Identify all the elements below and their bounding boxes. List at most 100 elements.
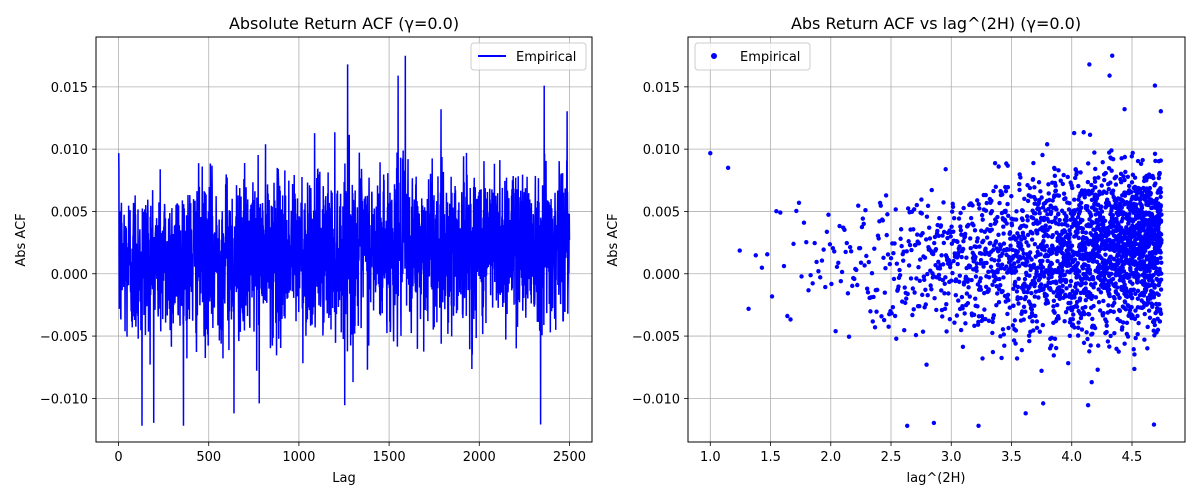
scatter-point <box>1029 257 1034 262</box>
scatter-point <box>843 249 848 255</box>
scatter-point <box>1094 239 1100 244</box>
scatter-point <box>963 321 968 326</box>
scatter-point <box>990 330 995 336</box>
scatter-point <box>1053 188 1059 193</box>
scatter-point <box>1033 197 1038 202</box>
scatter-point <box>1005 163 1010 168</box>
scatter-point <box>1031 328 1036 333</box>
scatter-point <box>1104 190 1109 195</box>
scatter-point <box>993 184 999 189</box>
scatter-point <box>1054 249 1060 254</box>
scatter-point <box>990 282 995 288</box>
scatter-point <box>983 316 988 322</box>
scatter-point <box>850 283 855 289</box>
scatter-point <box>1034 319 1040 324</box>
scatter-point <box>979 213 985 218</box>
x-tick-label: 500 <box>196 450 221 465</box>
scatter-point <box>1018 295 1024 301</box>
scatter-point <box>926 225 932 230</box>
scatter-point <box>753 253 758 258</box>
scatter-point <box>801 220 807 225</box>
scatter-point <box>929 287 934 292</box>
scatter-point <box>958 210 963 216</box>
scatter-point <box>936 272 942 278</box>
scatter-point <box>1058 178 1063 183</box>
scatter-point <box>1129 189 1134 195</box>
scatter-point <box>881 317 887 323</box>
scatter-point <box>1027 338 1032 344</box>
scatter-point <box>1013 265 1018 270</box>
scatter-point <box>1080 218 1085 223</box>
scatter-point <box>891 276 897 282</box>
x-tick-label: 4.0 <box>1061 450 1082 465</box>
scatter-point <box>878 203 883 208</box>
scatter-point <box>1012 279 1018 285</box>
scatter-point <box>950 270 955 276</box>
scatter-point <box>1108 333 1113 339</box>
scatter-point <box>1122 300 1128 305</box>
scatter-point <box>1121 269 1127 274</box>
scatter-point <box>1109 271 1114 277</box>
scatter-point <box>988 222 993 228</box>
scatter-point <box>996 263 1001 268</box>
scatter-point <box>984 235 990 240</box>
scatter-point <box>884 232 889 238</box>
scatter-point <box>1031 160 1036 166</box>
scatter-point <box>1112 300 1117 306</box>
scatter-point <box>1022 196 1027 201</box>
y-tick-label: 0.010 <box>643 143 680 158</box>
scatter-point <box>940 233 945 238</box>
scatter-point <box>1062 319 1067 324</box>
scatter-point <box>976 423 981 428</box>
scatter-point <box>1158 277 1164 282</box>
scatter-point <box>1050 233 1056 238</box>
scatter-point <box>839 269 845 275</box>
scatter-point <box>909 247 914 253</box>
scatter-point <box>1022 235 1027 241</box>
scatter-point <box>1125 334 1131 339</box>
scatter-point <box>1123 169 1128 175</box>
scatter-point <box>957 273 963 278</box>
scatter-point <box>765 252 770 257</box>
scatter-point <box>925 203 931 208</box>
scatter-point <box>1158 232 1164 237</box>
scatter-point <box>989 198 994 203</box>
scatter-point <box>1143 217 1148 223</box>
scatter-point <box>961 205 966 211</box>
y-tick-label: −0.005 <box>40 330 88 345</box>
scatter-point <box>975 198 980 203</box>
scatter-point <box>1004 264 1009 269</box>
scatter-point <box>1090 233 1095 238</box>
scatter-point <box>971 223 976 228</box>
scatter-point <box>1159 212 1164 217</box>
scatter-point <box>1138 161 1144 166</box>
scatter-point <box>1158 255 1163 261</box>
chart-title: Absolute Return ACF (γ=0.0) <box>229 14 459 33</box>
scatter-point <box>1013 217 1019 222</box>
scatter-point <box>1120 216 1125 221</box>
scatter-point <box>932 240 937 246</box>
scatter-point <box>947 264 953 270</box>
scatter-point <box>1094 259 1100 265</box>
scatter-point <box>1102 218 1108 223</box>
scatter-point <box>1101 311 1106 316</box>
scatter-point <box>979 251 984 256</box>
scatter-point <box>986 269 991 275</box>
scatter-point <box>974 261 979 266</box>
scatter-point <box>769 294 775 299</box>
scatter-point <box>1008 243 1013 248</box>
scatter-point <box>1013 268 1019 274</box>
plot-area <box>708 53 1164 428</box>
scatter-point <box>883 265 888 271</box>
scatter-point <box>1126 183 1132 189</box>
scatter-point <box>981 238 986 243</box>
scatter-point <box>922 255 928 260</box>
scatter-point <box>897 273 903 278</box>
scatter-point <box>1150 279 1155 284</box>
scatter-point <box>1120 265 1125 271</box>
scatter-point <box>1033 289 1039 294</box>
scatter-point <box>1085 204 1090 209</box>
scatter-point <box>1110 156 1116 162</box>
scatter-point <box>1135 288 1141 294</box>
scatter-point <box>759 265 765 270</box>
